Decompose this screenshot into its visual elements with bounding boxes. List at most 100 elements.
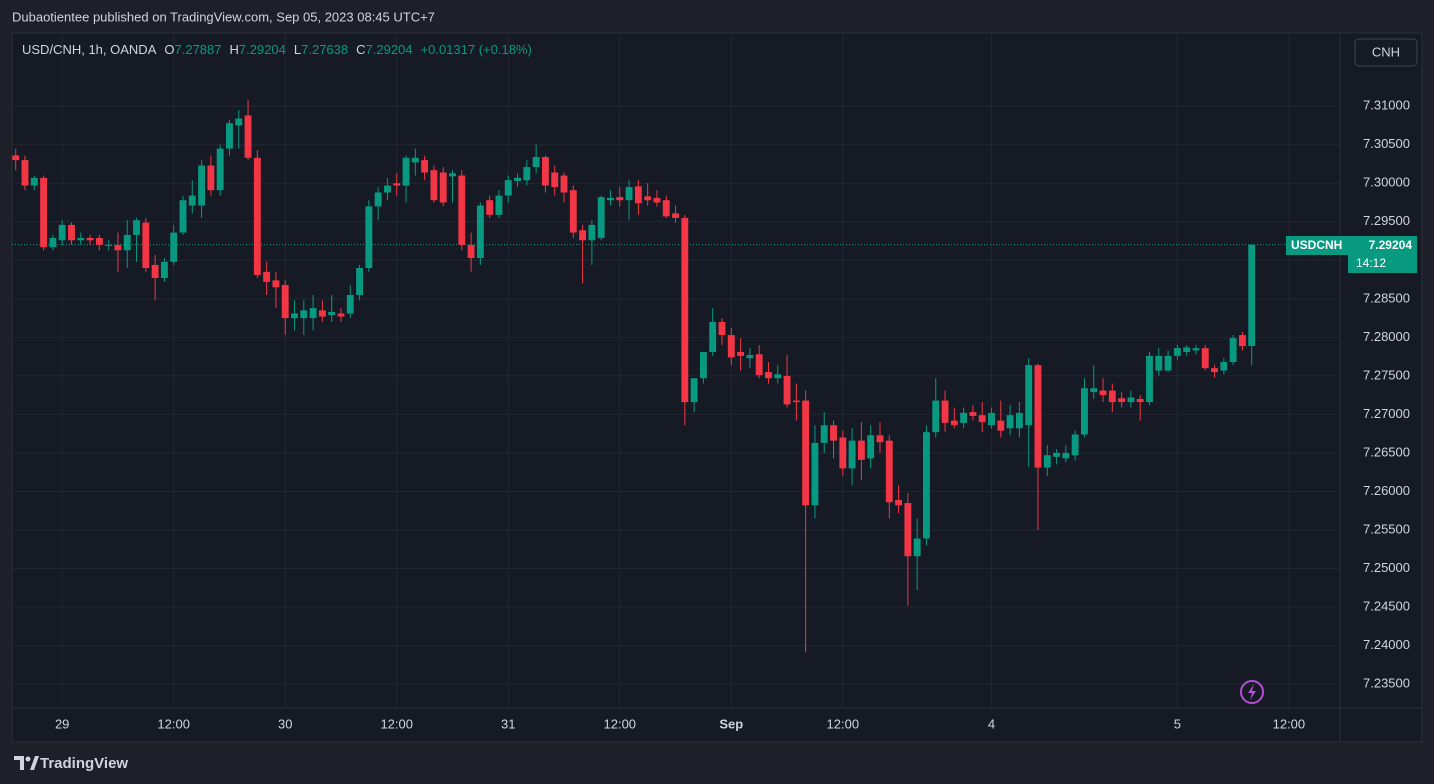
candle-body	[123, 234, 131, 251]
x-tick-label: 29	[55, 716, 69, 731]
legend: USD/CNH, 1h, OANDA O7.27887 H7.29204 L7.276…	[22, 42, 532, 57]
candle-body	[1248, 244, 1256, 347]
candle-body	[272, 280, 280, 288]
close-label: C	[356, 42, 365, 57]
brand[interactable]: TradingView	[40, 755, 128, 772]
candle-body	[1192, 348, 1200, 351]
candle-body	[1164, 355, 1172, 371]
candle-body	[969, 412, 977, 416]
candle-body	[142, 222, 150, 269]
candle-body	[923, 432, 930, 539]
candle-body	[932, 400, 940, 433]
candle-body	[151, 264, 159, 279]
y-tick-label: 7.27500	[1363, 367, 1410, 382]
candle-body	[802, 400, 810, 506]
candle-body	[1071, 434, 1079, 456]
candle-body	[514, 177, 521, 181]
candle-body	[179, 200, 187, 233]
candle-body	[1006, 415, 1014, 429]
candle-body	[58, 224, 66, 241]
candle-body	[997, 420, 1005, 431]
x-tick-label: 4	[988, 716, 995, 731]
candle-body	[291, 313, 298, 319]
candle-body	[662, 200, 670, 217]
x-tick-label: 12:00	[157, 716, 190, 731]
candle-body	[532, 157, 540, 168]
candle-body	[337, 313, 345, 317]
candle-body	[737, 352, 745, 356]
candle-body	[226, 123, 233, 149]
candle-body	[133, 220, 140, 235]
lightning-icon[interactable]	[1240, 680, 1264, 704]
currency-label[interactable]: CNH	[1372, 44, 1400, 59]
candle-body	[160, 261, 168, 279]
candle-body	[504, 180, 512, 196]
candle-body	[1108, 390, 1116, 403]
logo-dot[interactable]	[25, 756, 31, 762]
candle-body	[1118, 398, 1126, 403]
candle-body	[216, 148, 224, 191]
candle-body	[402, 157, 410, 186]
candle-body	[988, 412, 995, 426]
candle-body	[1034, 365, 1042, 468]
candle-body	[346, 294, 354, 314]
candle-body	[281, 284, 289, 319]
candle-body	[1099, 390, 1107, 396]
candle-body	[467, 244, 475, 258]
candle-body	[672, 213, 679, 218]
candle-body	[597, 197, 605, 238]
candle-body	[634, 186, 642, 204]
candle-body	[569, 190, 577, 233]
candle-body	[765, 372, 772, 379]
y-tick-label: 7.23500	[1363, 676, 1410, 691]
candle-body	[820, 425, 828, 443]
x-tick-label: Sep	[719, 716, 743, 731]
candle-body	[1080, 388, 1088, 435]
candle-body	[1127, 397, 1135, 403]
candle-body	[774, 374, 782, 379]
candle-body	[1201, 348, 1209, 369]
candle-body	[318, 310, 326, 317]
candle-body	[913, 538, 921, 557]
candle-body	[681, 217, 689, 403]
candle-body	[244, 115, 252, 158]
candle-body	[393, 183, 401, 186]
candle-body	[486, 200, 494, 215]
candle-body	[1183, 347, 1191, 353]
candle-body	[12, 155, 20, 161]
logo-slash[interactable]	[30, 756, 39, 770]
x-tick-label: 12:00	[380, 716, 413, 731]
lightning-bolt[interactable]	[1248, 684, 1256, 700]
candle-body	[941, 400, 949, 423]
high-label: H	[230, 42, 239, 57]
currency-button[interactable]	[1354, 38, 1418, 67]
brand-logo[interactable]: TradingView	[14, 755, 128, 772]
candle-body	[857, 440, 865, 460]
candle-body	[690, 378, 698, 403]
lightning-circle[interactable]	[1240, 680, 1264, 704]
candle-body	[560, 175, 568, 193]
candle-body	[105, 244, 113, 246]
candle-body	[1053, 452, 1060, 457]
grid	[12, 33, 1340, 708]
y-tick-label: 7.28500	[1363, 290, 1410, 305]
price-label-name: USDCNH	[1291, 238, 1342, 252]
candle-body	[374, 192, 382, 207]
candle-body	[253, 157, 261, 275]
logo-shape[interactable]	[14, 756, 24, 770]
candle-body	[579, 230, 587, 241]
candle-body	[867, 435, 875, 459]
candle-body	[30, 177, 38, 186]
candle-body	[755, 354, 763, 376]
y-tick-label: 7.29500	[1363, 213, 1410, 228]
candle-body	[1173, 348, 1181, 356]
x-tick-label: 12:00	[604, 716, 637, 731]
candle-body	[551, 172, 559, 188]
candle-body	[384, 185, 391, 193]
chart-frame	[11, 32, 1423, 743]
candle-body	[718, 321, 726, 336]
candle-body	[625, 187, 633, 201]
candle-body	[653, 197, 661, 203]
y-tick-label: 7.26500	[1363, 444, 1410, 459]
candle-body	[644, 196, 652, 201]
